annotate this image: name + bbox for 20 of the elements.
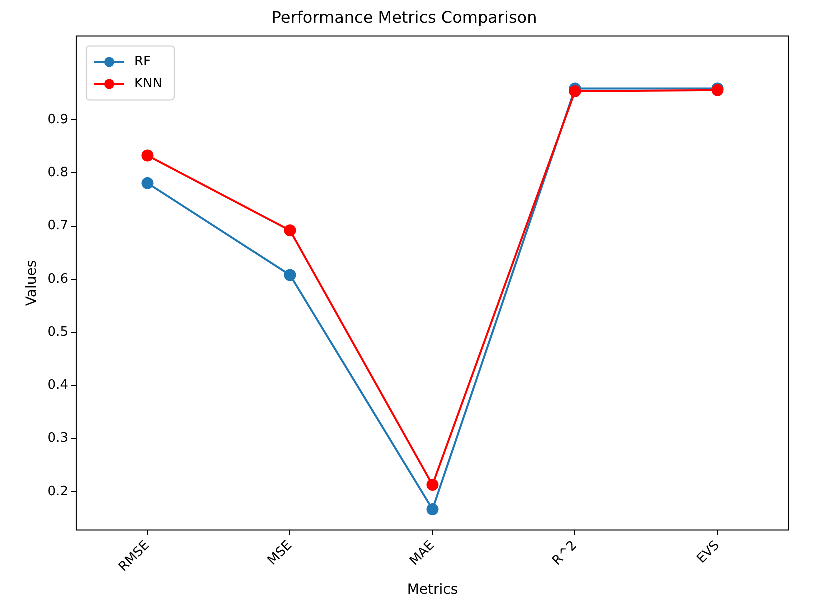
point: [284, 269, 296, 282]
point: [142, 177, 154, 190]
y-axis-title: Values: [24, 260, 40, 306]
y-tick-label: 0.3: [48, 431, 68, 446]
y-tick-label: 0.9: [48, 112, 68, 128]
y-tick-label: 0.2: [48, 484, 68, 500]
y-tick-label: 0.6: [48, 272, 68, 287]
y-tick-label: 0.5: [48, 324, 68, 340]
point: [426, 503, 439, 516]
legend-label: KNN: [134, 76, 162, 92]
point: [569, 85, 582, 98]
legend-label: RF: [134, 54, 151, 70]
y-tick-label: 0.4: [48, 378, 68, 394]
y-tick-label: 0.7: [48, 218, 68, 234]
point: [284, 224, 296, 237]
point: [426, 479, 439, 492]
y-tick-label: 0.8: [48, 166, 68, 181]
chart-title: Performance Metrics Comparison: [272, 8, 538, 27]
x-axis-title: Metrics: [407, 582, 458, 598]
point: [142, 150, 154, 162]
